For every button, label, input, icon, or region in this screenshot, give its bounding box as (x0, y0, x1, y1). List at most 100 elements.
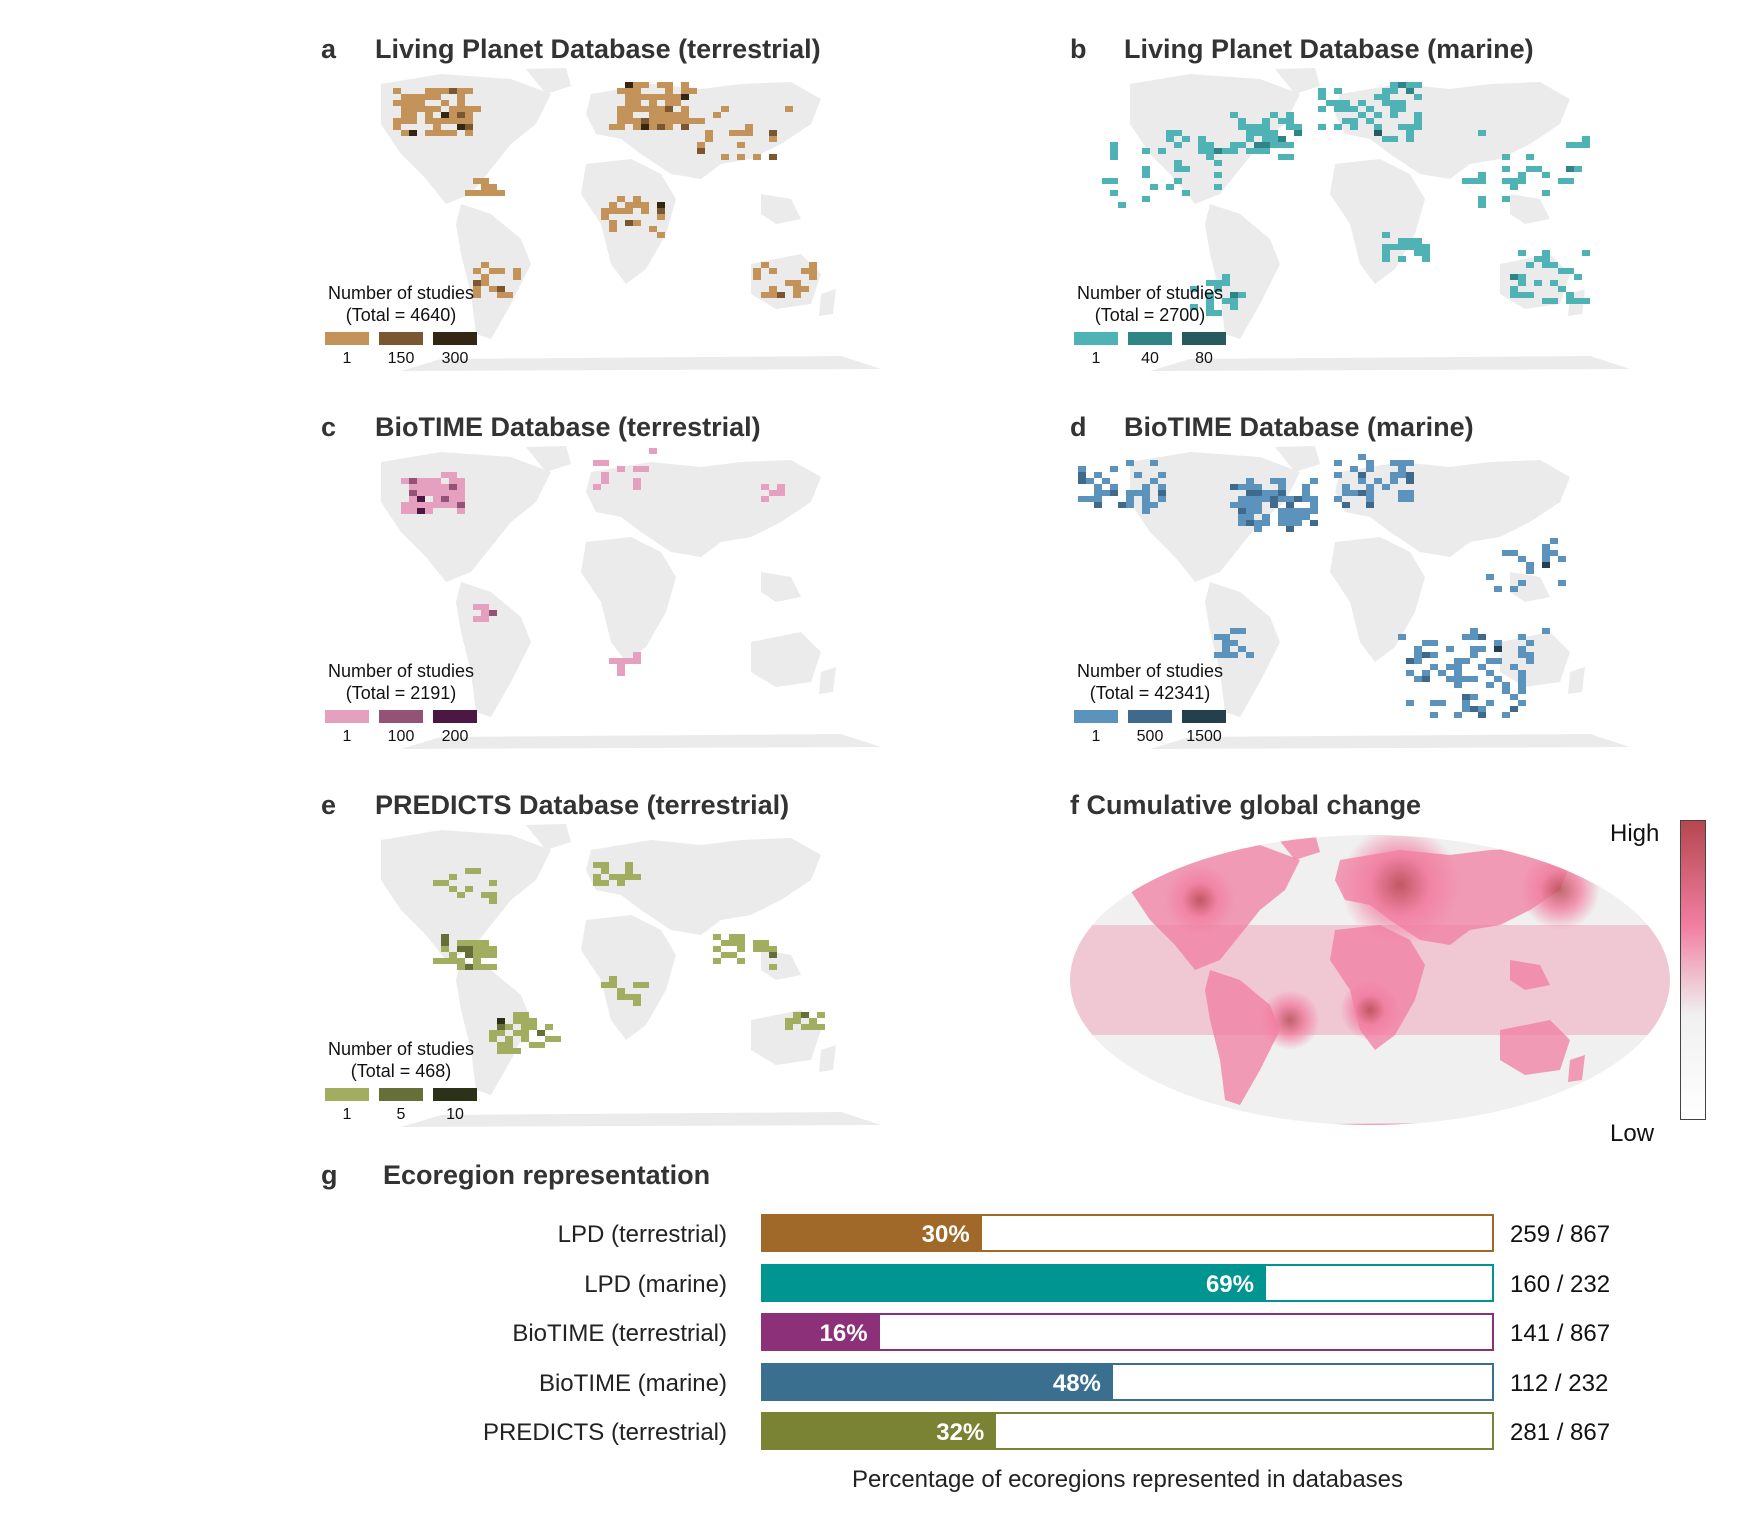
panel-letter: f (1070, 790, 1079, 820)
panel-b: b Living Planet Database (marine) Number … (1070, 34, 1690, 374)
legend-total: (Total = 2191) (345, 683, 457, 703)
bar-category-label: BioTIME (terrestrial) (512, 1320, 727, 1347)
bar-track: 48% (761, 1363, 1494, 1401)
panel-f: f Cumulative global change High Low (1070, 790, 1710, 1147)
panel-a-heading: a Living Planet Database (terrestrial) (321, 34, 821, 65)
bar-row: LPD (terrestrial) 30% 259 / 867 (0, 1214, 1739, 1256)
legend-total: (Total = 42341) (1089, 683, 1211, 703)
panel-title: PREDICTS Database (terrestrial) (375, 790, 790, 820)
panel-title: Living Planet Database (marine) (1124, 34, 1534, 64)
panel-d: d BioTIME Database (marine) Number of stu… (1070, 412, 1690, 752)
bar-count-label: 259 / 867 (1510, 1221, 1611, 1248)
panel-letter: b (1070, 34, 1087, 64)
legend-tick-label: 5 (396, 1106, 406, 1123)
panel-letter: g (321, 1160, 338, 1190)
panel-title: BioTIME Database (terrestrial) (375, 412, 761, 442)
panel-g-heading: g Ecoregion representation (321, 1160, 710, 1191)
panel-e: e PREDICTS Database (terrestrial) Number … (321, 790, 941, 1130)
ramp-low-label: Low (1610, 1120, 1655, 1147)
legend-total: (Total = 468) (350, 1061, 452, 1081)
legend-title: Number of studies (1076, 283, 1224, 303)
bar-row: BioTIME (marine) 48% 112 / 232 (0, 1363, 1739, 1405)
legend-swatch (1128, 710, 1172, 723)
legend-swatch (1182, 710, 1226, 723)
bar-category-label: BioTIME (marine) (538, 1370, 727, 1397)
chart-title: Ecoregion representation (383, 1160, 711, 1190)
panel-f-heading: f Cumulative global change (1070, 790, 1421, 821)
legend-tick-label: 200 (441, 728, 469, 745)
legend-swatch (1128, 332, 1172, 345)
legend-tick-label: 150 (387, 350, 415, 367)
map-legend: Number of studies (Total = 4640) 1 150 300 (311, 282, 491, 368)
bar-track: 32% (761, 1412, 1494, 1450)
map-legend: Number of studies (Total = 2191) 1 100 200 (311, 660, 491, 746)
legend-tick-label: 500 (1136, 728, 1164, 745)
legend-title: Number of studies (327, 283, 475, 303)
legend-swatch (433, 332, 477, 345)
legend-tick-label: 1 (342, 1106, 352, 1123)
world-map (1078, 446, 1630, 749)
bar-value-label: 48% (1052, 1370, 1101, 1397)
legend-tick-label: 10 (446, 1106, 464, 1123)
x-axis-label: Percentage of ecoregions represented in … (851, 1466, 1404, 1493)
legend-total: (Total = 2700) (1094, 305, 1206, 325)
legend-swatch (433, 1088, 477, 1101)
legend-title: Number of studies (1076, 661, 1224, 681)
bar (763, 1315, 880, 1349)
bar-count-label: 281 / 867 (1510, 1419, 1611, 1446)
bar-count-label: 160 / 232 (1510, 1271, 1611, 1298)
panel-b-heading: b Living Planet Database (marine) (1070, 34, 1534, 65)
bar-track: 69% (761, 1264, 1494, 1302)
legend-tick-label: 1 (1091, 350, 1101, 367)
bar-track: 30% (761, 1214, 1494, 1252)
legend-swatch (1182, 332, 1226, 345)
map-legend: Number of studies (Total = 42341) 1 500 15… (1060, 660, 1240, 746)
legend-swatch (325, 710, 369, 723)
panel-c: c BioTIME Database (terrestrial) Number o… (321, 412, 941, 752)
bar (763, 1365, 1113, 1399)
legend-swatch (325, 1088, 369, 1101)
legend-swatch (325, 332, 369, 345)
map-legend: Number of studies (Total = 2700) 1 40 80 (1060, 282, 1240, 368)
bar-value-label: 32% (936, 1419, 985, 1446)
legend-swatch (379, 332, 423, 345)
legend-tick-label: 1 (1091, 728, 1101, 745)
bar-count-label: 141 / 867 (1510, 1320, 1611, 1347)
bar-row: PREDICTS (terrestrial) 32% 281 / 867 (0, 1412, 1739, 1454)
legend-tick-label: 80 (1195, 350, 1213, 367)
world-map (381, 824, 881, 1127)
bar-value-label: 30% (921, 1221, 970, 1248)
legend-swatch (379, 1088, 423, 1101)
bar (763, 1216, 982, 1250)
panel-letter: e (321, 790, 337, 820)
legend-tick-label: 100 (387, 728, 415, 745)
world-map (1102, 68, 1630, 371)
legend-swatch (433, 710, 477, 723)
bar-track: 16% (761, 1313, 1494, 1351)
legend-swatch (1074, 332, 1118, 345)
legend-swatch (1074, 710, 1118, 723)
panel-c-heading: c BioTIME Database (terrestrial) (321, 412, 761, 443)
color-ramp (1680, 820, 1706, 1120)
legend-swatch (379, 710, 423, 723)
panel-title: BioTIME Database (marine) (1124, 412, 1474, 442)
panel-a: a Living Planet Database (terrestrial) Nu… (321, 34, 941, 374)
bar-row: BioTIME (terrestrial) 16% 141 / 867 (0, 1313, 1739, 1355)
bar (763, 1414, 997, 1448)
panel-letter: a (321, 34, 337, 64)
panel-letter: c (321, 412, 337, 442)
legend-tick-label: 40 (1141, 350, 1159, 367)
panel-e-heading: e PREDICTS Database (terrestrial) (321, 790, 789, 821)
legend-title: Number of studies (327, 1039, 475, 1059)
map-legend: Number of studies (Total = 468) 1 5 10 (311, 1038, 491, 1124)
legend-tick-label: 1 (342, 728, 352, 745)
ramp-high-label: High (1610, 820, 1660, 847)
legend-tick-label: 1500 (1186, 728, 1222, 745)
bar-row: LPD (marine) 69% 160 / 232 (0, 1264, 1739, 1306)
bar (763, 1266, 1266, 1300)
bar-category-label: LPD (marine) (584, 1271, 727, 1298)
panel-letter: d (1070, 412, 1087, 442)
legend-title: Number of studies (327, 661, 475, 681)
bar-category-label: LPD (terrestrial) (557, 1221, 727, 1248)
panel-title: Living Planet Database (terrestrial) (375, 34, 821, 64)
